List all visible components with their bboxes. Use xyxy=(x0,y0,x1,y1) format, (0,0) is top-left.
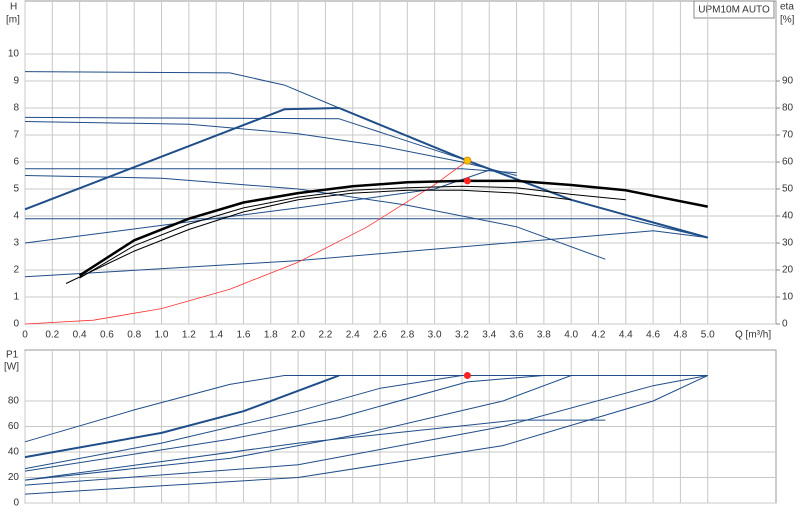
curve xyxy=(24,169,490,244)
y-tick-label: 10 xyxy=(8,49,20,60)
x-tick-label: 0.8 xyxy=(127,330,141,341)
curve xyxy=(24,375,572,481)
curve xyxy=(65,189,572,284)
x-tick-label: 4.6 xyxy=(646,330,660,341)
y2-tick-label: 30 xyxy=(782,238,794,249)
y-axis-unit: [W] xyxy=(4,362,19,373)
curve xyxy=(24,375,462,470)
y2-tick-label: 90 xyxy=(782,76,794,87)
curve xyxy=(24,230,708,278)
y2-tick-label: 40 xyxy=(782,211,794,222)
x-tick-label: 4.4 xyxy=(619,330,633,341)
x-tick-label: 2.8 xyxy=(400,330,414,341)
operating-point xyxy=(463,177,471,185)
y2-axis-unit: [%] xyxy=(780,15,795,26)
x-tick-label: 1.6 xyxy=(237,330,251,341)
y-tick-label: 1 xyxy=(13,292,19,303)
x-tick-label: 0.6 xyxy=(100,330,114,341)
y2-tick-label: 70 xyxy=(782,130,794,141)
y-tick-label: 9 xyxy=(13,76,19,87)
x-tick-label: 2.2 xyxy=(318,330,332,341)
y-axis-unit: [m] xyxy=(6,15,20,26)
curve xyxy=(24,374,340,459)
x-tick-label: 1.8 xyxy=(264,330,278,341)
model-box xyxy=(693,0,775,19)
x-tick-label: 4.2 xyxy=(592,330,606,341)
x-tick-label: 5.0 xyxy=(701,330,715,341)
y-axis-label: P1 xyxy=(6,350,19,361)
x-tick-label: 1.2 xyxy=(182,330,196,341)
y-tick-label: 60 xyxy=(8,421,20,432)
y-tick-label: 4 xyxy=(13,211,19,222)
x-axis-label: Q [m³/h] xyxy=(735,330,771,341)
curve xyxy=(78,179,708,277)
y-tick-label: 7 xyxy=(13,130,19,141)
y2-tick-label: 0 xyxy=(782,319,788,330)
y2-tick-label: 50 xyxy=(782,184,794,195)
y2-tick-label: 10 xyxy=(782,292,794,303)
x-tick-label: 2.6 xyxy=(373,330,387,341)
operating-point xyxy=(463,372,471,379)
x-tick-label: 3.2 xyxy=(455,330,469,341)
curve xyxy=(24,71,340,109)
curve xyxy=(24,121,517,176)
x-tick-label: 2.4 xyxy=(346,330,360,341)
curve xyxy=(25,218,708,239)
y-tick-label: 5 xyxy=(13,184,19,195)
x-tick-label: 3.6 xyxy=(510,330,524,341)
curve xyxy=(24,175,606,260)
x-tick-label: 1.4 xyxy=(209,330,223,341)
y-tick-label: 2 xyxy=(13,265,19,276)
curve xyxy=(24,107,708,239)
y-tick-label: 3 xyxy=(13,238,19,249)
x-tick-label: 0.2 xyxy=(45,330,59,341)
y2-tick-label: 60 xyxy=(782,157,794,168)
model-label: UPM10M AUTO xyxy=(698,5,770,16)
x-tick-label: 4.8 xyxy=(673,330,687,341)
y-axis-label: H xyxy=(10,2,17,13)
curve xyxy=(24,375,544,472)
x-tick-label: 2.0 xyxy=(291,330,305,341)
y-tick-label: 6 xyxy=(13,157,19,168)
curve xyxy=(24,419,606,481)
curve xyxy=(25,168,517,174)
curve xyxy=(24,375,708,495)
y-tick-label: 0 xyxy=(13,498,19,509)
curve xyxy=(79,185,626,279)
y-tick-label: 80 xyxy=(8,396,20,407)
y2-tick-label: 80 xyxy=(782,103,794,114)
x-tick-label: 3.0 xyxy=(428,330,442,341)
x-tick-label: 3.8 xyxy=(537,330,551,341)
curve xyxy=(24,160,468,325)
y-tick-label: 40 xyxy=(8,447,20,458)
y2-tick-label: 20 xyxy=(782,265,794,276)
x-tick-label: 4.0 xyxy=(564,330,578,341)
curve xyxy=(24,116,468,162)
x-tick-label: 3.4 xyxy=(482,330,496,341)
x-tick-label: 0.4 xyxy=(73,330,87,341)
curve xyxy=(24,375,708,443)
y-tick-label: 8 xyxy=(13,103,19,114)
x-tick-label: 0 xyxy=(22,330,28,341)
y2-axis-label: eta xyxy=(780,2,794,13)
y-tick-label: 0 xyxy=(13,319,19,330)
curve xyxy=(24,375,708,486)
operating-point xyxy=(463,156,472,165)
x-tick-label: 1.0 xyxy=(155,330,169,341)
y-tick-label: 20 xyxy=(8,472,20,483)
